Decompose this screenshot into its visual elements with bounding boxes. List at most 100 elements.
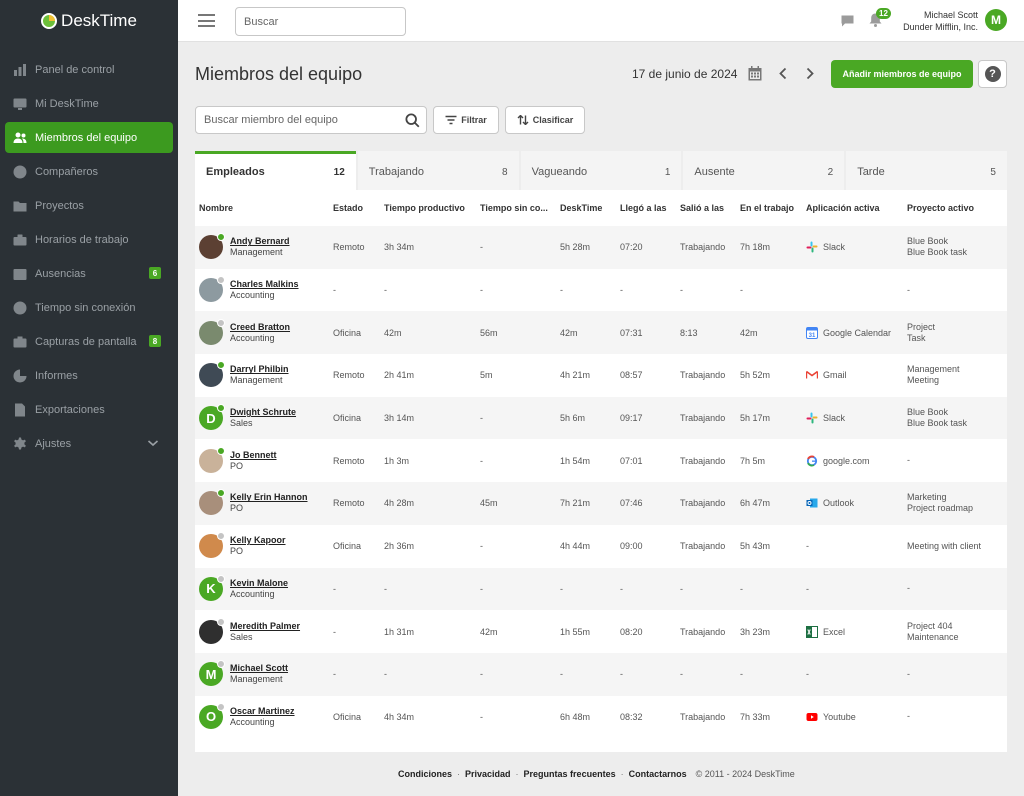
tab-ausente[interactable]: Ausente 2 [683, 151, 845, 190]
table-row[interactable]: K Kevin Malone Accounting - - - - - - - - - [195, 567, 1007, 611]
app-name: - [806, 583, 809, 594]
offline-time-cell: 5m [480, 370, 493, 381]
productive-time-cell: - [384, 285, 387, 296]
employee-name-link[interactable]: Kelly Kapoor [230, 535, 286, 546]
tab-empleados[interactable]: Empleados 12 [195, 151, 356, 190]
offline-time-cell: - [480, 285, 483, 296]
table-row[interactable]: Andy Bernard Management Remoto 3h 34m - 5h 28… [195, 226, 1007, 269]
tab-vagueando[interactable]: Vagueando 1 [520, 151, 682, 190]
active-app: Slack [806, 241, 899, 253]
team-icon [13, 131, 27, 145]
productive-time-cell: 2h 41m [384, 370, 415, 381]
add-team-members-button[interactable]: Añadir miembros de equipo [831, 60, 973, 88]
column-header[interactable]: Aplicación activa [806, 203, 880, 213]
arrived-cell: 07:46 [620, 498, 643, 509]
desktime-logo-icon [41, 13, 58, 29]
sidebar-item-mi-desktime[interactable]: Mi DeskTime [5, 88, 173, 119]
column-header[interactable]: Tiempo sin co... [480, 203, 548, 213]
employee-name-link[interactable]: Kelly Erin Hannon [230, 492, 308, 503]
productive-time-cell: - [384, 583, 387, 594]
member-search-input[interactable] [204, 107, 394, 133]
table-row[interactable]: Kelly Erin Hannon PO Remoto 4h 28m 45m 7h 21m… [195, 482, 1007, 525]
footer-link-contactarnos[interactable]: Contactarnos [628, 769, 687, 779]
export-icon [13, 403, 27, 417]
chevron-left-icon[interactable] [778, 67, 788, 80]
sidebar-item-horarios[interactable]: Horarios de trabajo [5, 224, 173, 255]
sidebar-item-tiempo-sin-conexion[interactable]: Tiempo sin conexión [5, 292, 173, 323]
employee-name-link[interactable]: Creed Bratton [230, 321, 291, 332]
column-header[interactable]: Estado [333, 203, 364, 213]
table-row[interactable]: Kelly Kapoor PO Oficina 2h 36m - 4h 44m 09:00 T… [195, 524, 1007, 568]
employee-name-link[interactable]: Meredith Palmer [230, 620, 301, 631]
employee-name-link[interactable]: Kevin Malone [230, 577, 289, 588]
filter-button[interactable]: Filtrar [433, 106, 499, 134]
employee-name-link[interactable]: Darryl Philbin [230, 364, 289, 375]
table-row[interactable]: M Michael Scott Management - - - - - - - - - [195, 652, 1007, 696]
table-row[interactable]: D Dwight Schrute Sales Oficina 3h 14m - 5h 6m 0… [195, 396, 1007, 440]
column-header[interactable]: DeskTime [560, 203, 603, 213]
global-search-input[interactable] [235, 7, 406, 36]
table-row[interactable]: O Oscar Martinez Accounting Oficina 4h 34m - 6… [195, 695, 1007, 739]
column-header[interactable]: Proyecto activo [907, 203, 975, 213]
sidebar-item-proyectos[interactable]: Proyectos [5, 190, 173, 221]
project-name: Management [907, 364, 960, 375]
sidebar-item-ajustes[interactable]: Ajustes [5, 428, 173, 459]
sidebar-item-capturas[interactable]: Capturas de pantalla 8 [5, 326, 173, 357]
sidebar-item-miembros[interactable]: Miembros del equipo [5, 122, 173, 153]
presence-dot [217, 660, 225, 669]
presence-dot [217, 233, 225, 242]
employee-name-link[interactable]: Oscar Martinez [230, 705, 295, 716]
employee-cell: Charles Malkins Accounting [195, 269, 329, 312]
google-icon [806, 455, 818, 467]
employee-name-link[interactable]: Charles Malkins [230, 279, 299, 290]
offline-time-cell: 45m [480, 498, 498, 509]
active-app-cell: Youtube [802, 696, 903, 739]
chevron-down-icon[interactable] [147, 437, 159, 449]
sidebar-item-informes[interactable]: Informes [5, 360, 173, 391]
table-row[interactable]: Charles Malkins Accounting - - - - - - - - [195, 268, 1007, 312]
table-row[interactable]: Creed Bratton Accounting Oficina 42m 56m 42m 0… [195, 311, 1007, 355]
table-row[interactable]: Meredith Palmer Sales -1h 31m 42m 1h 55m 08:2… [195, 610, 1007, 653]
user-menu[interactable]: Michael Scott Dunder Mifflin, Inc. [903, 9, 978, 33]
sort-button[interactable]: Clasificar [505, 106, 585, 134]
help-button[interactable]: ? [978, 60, 1007, 88]
column-header[interactable]: Nombre [199, 203, 234, 213]
sidebar-item-label: Ajustes [35, 437, 72, 450]
tab-count: 8 [502, 166, 508, 178]
active-app-cell: - [802, 568, 903, 611]
employee-name-link[interactable]: Andy Bernard [230, 236, 290, 247]
calendar-icon[interactable] [748, 66, 762, 81]
table-row[interactable]: Jo Bennett PO Remoto 1h 3m - 1h 54m 07:01 Traba… [195, 439, 1007, 483]
employee-name-link[interactable]: Michael Scott [230, 663, 289, 674]
sidebar-item-companeros[interactable]: Compañeros [5, 156, 173, 187]
search-icon[interactable] [405, 113, 420, 128]
sidebar-item-exportaciones[interactable]: Exportaciones [5, 394, 173, 425]
employee-cell: M Michael Scott Management [195, 653, 329, 696]
footer-link-faq[interactable]: Preguntas frecuentes [523, 769, 616, 779]
tab-tarde[interactable]: Tarde 5 [846, 151, 1007, 190]
chat-icon[interactable] [841, 14, 854, 27]
column-header[interactable]: Llegó a las [620, 203, 667, 213]
column-header[interactable]: Salió a las [680, 203, 725, 213]
sidebar-item-panel-de-control[interactable]: Panel de control [5, 54, 173, 85]
footer-link-privacidad[interactable]: Privacidad [465, 769, 511, 779]
column-header[interactable]: Tiempo productivo [384, 203, 465, 213]
user-avatar[interactable]: M [985, 9, 1007, 31]
tab-trabajando[interactable]: Trabajando 8 [357, 151, 519, 190]
employee-name-link[interactable]: Jo Bennett [230, 449, 277, 460]
employee-name-link[interactable]: Dwight Schrute [230, 407, 297, 418]
footer-link-condiciones[interactable]: Condiciones [398, 769, 453, 779]
sidebar-item-label: Informes [35, 369, 78, 382]
employee-cell: Kelly Kapoor PO [195, 525, 329, 568]
app-logo[interactable]: DeskTime [0, 0, 178, 42]
gear-icon [13, 437, 27, 451]
productive-time-cell: 2h 36m [384, 541, 415, 552]
presence-dot [217, 361, 225, 370]
chevron-right-icon[interactable] [805, 67, 815, 80]
employee-avatar: D [199, 404, 225, 431]
menu-icon[interactable] [198, 14, 215, 27]
left-cell: Trabajando [680, 541, 726, 552]
table-row[interactable]: Darryl Philbin Management Remoto 2h 41m 5m 4h… [195, 354, 1007, 397]
sidebar-item-ausencias[interactable]: Ausencias 6 [5, 258, 173, 289]
column-header[interactable]: En el trabajo [740, 203, 795, 213]
